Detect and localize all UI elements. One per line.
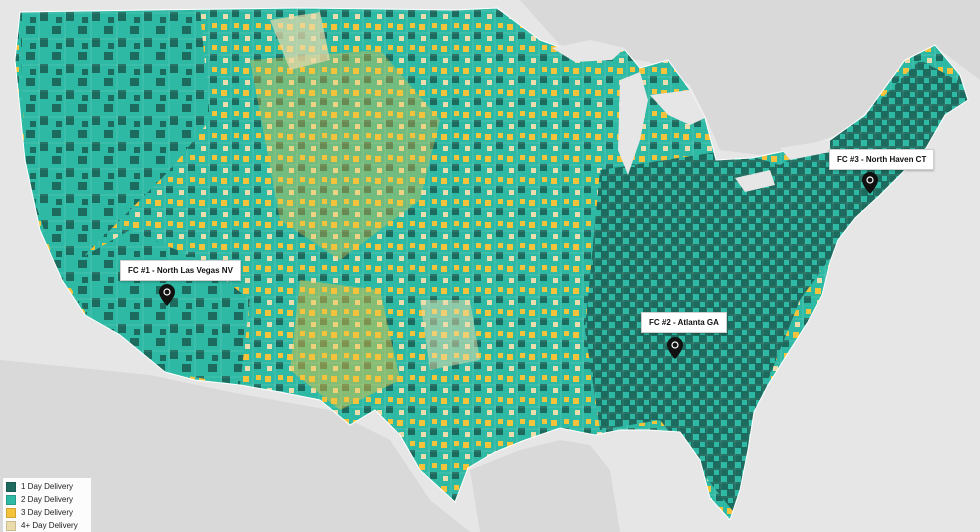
fc-label-north-haven: FC #3 - North Haven CT — [829, 149, 935, 170]
legend-item-4-plus-day: 4+ Day Delivery — [6, 519, 88, 532]
legend-swatch — [6, 520, 16, 531]
legend-label: 4+ Day Delivery — [21, 521, 78, 530]
fc-label-text: FC #2 - Atlanta GA — [649, 318, 719, 327]
map-pin-icon[interactable] — [159, 284, 175, 306]
legend-label: 3 Day Delivery — [21, 508, 74, 517]
legend-label: 2 Day Delivery — [21, 495, 74, 504]
legend-item-1-day: 1 Day Delivery — [6, 480, 88, 493]
map-legend: 1 Day Delivery 2 Day Delivery 3 Day Deli… — [3, 478, 91, 532]
fc-label-text: FC #1 - North Las Vegas NV — [128, 266, 233, 275]
map-pin-icon[interactable] — [862, 172, 878, 194]
map-pin-icon[interactable] — [667, 337, 683, 359]
fc-label-text: FC #3 - North Haven CT — [837, 155, 927, 164]
fc-label-atlanta: FC #2 - Atlanta GA — [641, 312, 727, 333]
legend-item-2-day: 2 Day Delivery — [6, 493, 88, 506]
legend-item-3-day: 3 Day Delivery — [6, 506, 88, 519]
fc-label-north-las-vegas: FC #1 - North Las Vegas NV — [120, 260, 241, 281]
legend-swatch — [6, 494, 16, 505]
legend-swatch — [6, 507, 16, 518]
legend-swatch — [6, 481, 16, 492]
legend-label: 1 Day Delivery — [21, 482, 74, 491]
